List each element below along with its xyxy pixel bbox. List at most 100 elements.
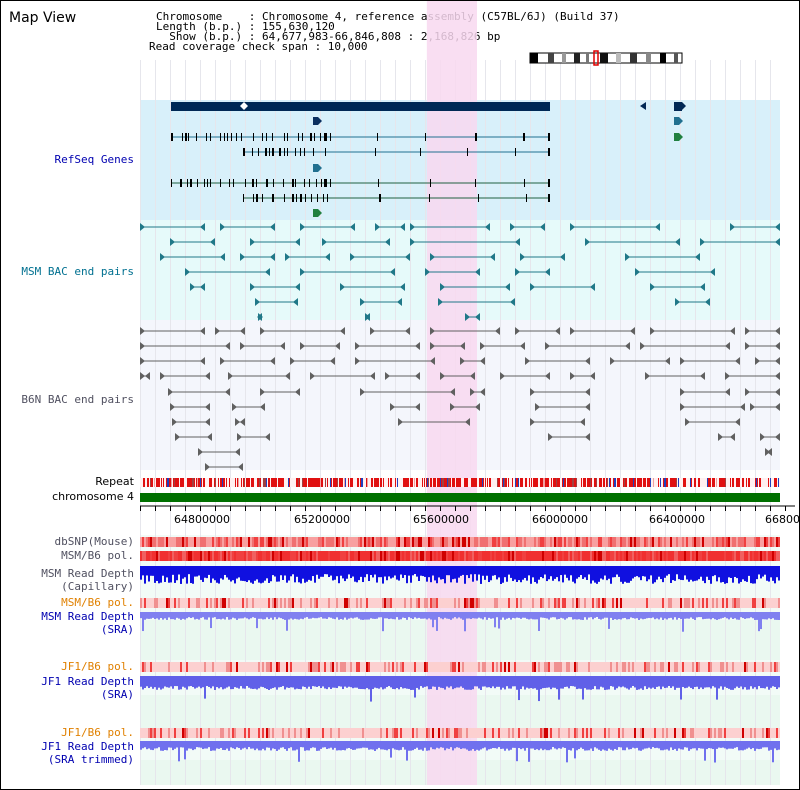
polymorphism-cell <box>710 598 712 608</box>
read-depth-bar <box>574 612 576 620</box>
track-label-msm-pol[interactable]: MSM/B6 pol. <box>61 549 134 562</box>
polymorphism-cell <box>372 551 374 561</box>
repeat-element <box>574 478 576 487</box>
polymorphism-cell <box>652 662 654 672</box>
read-depth-bar <box>502 676 504 688</box>
track-label-dbsnp[interactable]: dbSNP(Mouse) <box>54 535 134 548</box>
polymorphism-cell <box>388 662 390 672</box>
polymorphism-cell <box>710 728 712 738</box>
read-depth-bar <box>300 612 302 619</box>
track-label-msm-depth-capillary[interactable]: MSM Read Depth <box>41 567 134 580</box>
read-depth-bar <box>320 676 322 689</box>
polymorphism-cell <box>536 537 538 547</box>
gene-exon <box>295 148 296 156</box>
polymorphism-cell <box>392 598 394 608</box>
read-depth-bar <box>164 612 166 619</box>
repeat-element <box>568 478 569 487</box>
read-depth-bar <box>464 612 466 632</box>
read-depth-bar <box>516 741 518 762</box>
polymorphism-cell <box>314 537 316 547</box>
read-depth-bar <box>564 741 566 748</box>
read-depth-bar <box>716 741 718 749</box>
polymorphism-cell <box>184 728 186 738</box>
polymorphism-cell <box>442 662 444 672</box>
read-depth-bar <box>182 566 184 579</box>
polymorphism-cell <box>696 537 698 547</box>
polymorphism-cell <box>324 598 326 608</box>
polymorphism-cell <box>582 537 584 547</box>
b6n-bac-end <box>140 342 145 350</box>
read-depth-bar <box>542 612 544 618</box>
polymorphism-cell <box>590 728 592 738</box>
read-depth-bar <box>330 741 332 748</box>
track-label-jf1-pol[interactable]: JF1/B6 pol. <box>61 660 134 673</box>
polymorphism-cell <box>410 728 412 738</box>
read-depth-bar <box>470 566 472 575</box>
read-depth-bar <box>578 612 580 620</box>
repeat-element <box>584 478 586 487</box>
polymorphism-cell <box>582 662 584 672</box>
read-depth-bar <box>406 741 408 761</box>
polymorphism-cell <box>554 598 556 608</box>
polymorphism-cell <box>636 662 638 672</box>
track-label-jf1-pol-trimmed[interactable]: JF1/B6 pol. <box>61 726 134 739</box>
track-label-msm-pol-sra[interactable]: MSM/B6 pol. <box>61 596 134 609</box>
polymorphism-cell <box>292 537 294 547</box>
track-label-jf1-depth[interactable]: JF1 Read Depth <box>41 675 134 688</box>
read-depth-bar <box>346 676 348 688</box>
polymorphism-cell <box>648 551 650 561</box>
polymorphism-cell <box>574 551 576 561</box>
read-depth-bar <box>466 676 468 690</box>
repeat-element <box>653 478 654 487</box>
read-depth-bar <box>300 676 302 690</box>
read-depth-bar <box>724 676 726 687</box>
gene-exon <box>258 148 259 156</box>
polymorphism-cell <box>578 662 580 672</box>
read-depth-bar <box>660 676 662 690</box>
repeat-element <box>658 478 659 487</box>
polymorphism-cell <box>688 728 690 738</box>
repeat-element <box>280 478 281 487</box>
read-depth-bar <box>760 741 762 749</box>
polymorphism-cell <box>448 598 450 608</box>
read-depth-bar <box>428 676 430 690</box>
polymorphism-cell <box>212 598 214 608</box>
polymorphism-cell <box>370 662 372 672</box>
read-depth-bar <box>416 612 418 619</box>
track-label-b6n-bac[interactable]: B6N BAC end pairs <box>21 393 134 406</box>
repeat-element <box>607 478 608 487</box>
track-label-jf1-depth-trimmed[interactable]: JF1 Read Depth <box>41 740 134 753</box>
read-depth-bar <box>688 676 690 687</box>
read-depth-bar <box>226 566 228 578</box>
polymorphism-cell <box>146 537 148 547</box>
repeat-element <box>770 478 771 487</box>
polymorphism-cell <box>662 662 664 672</box>
polymorphism-cell <box>630 662 632 672</box>
track-label-msm-bac[interactable]: MSM BAC end pairs <box>21 265 134 278</box>
b6n-bac-end <box>650 327 655 335</box>
polymorphism-cell <box>178 537 180 547</box>
polymorphism-cell <box>392 537 394 547</box>
track-label-msm-depth-sra[interactable]: MSM Read Depth <box>41 610 134 623</box>
b6n-bac-end <box>310 372 315 380</box>
polymorphism-cell <box>330 728 332 738</box>
polymorphism-cell <box>560 551 562 561</box>
polymorphism-cell <box>664 537 666 547</box>
gene-exon <box>206 133 207 141</box>
read-depth-bar <box>404 676 406 689</box>
polymorphism-cell <box>300 537 302 547</box>
read-depth-bar <box>252 566 254 584</box>
polymorphism-cell <box>154 551 156 561</box>
polymorphism-cell <box>436 598 438 608</box>
read-depth-bar <box>738 612 740 620</box>
read-depth-bar <box>320 566 322 577</box>
polymorphism-cell <box>154 598 156 608</box>
read-depth-bar <box>670 676 672 688</box>
read-depth-bar <box>334 741 336 748</box>
track-label-refseq[interactable]: RefSeq Genes <box>54 153 134 166</box>
polymorphism-cell <box>430 598 432 608</box>
polymorphism-cell <box>770 537 772 547</box>
polymorphism-cell <box>354 728 356 738</box>
track-label-repeat[interactable]: Repeat <box>95 475 134 488</box>
